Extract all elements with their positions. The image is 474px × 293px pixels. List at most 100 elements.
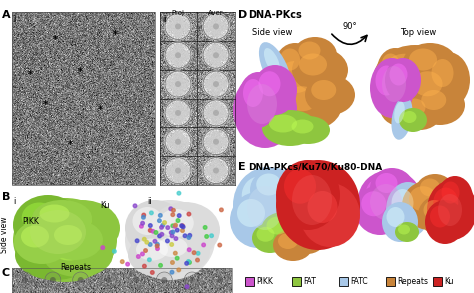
Ellipse shape (423, 200, 446, 220)
Ellipse shape (167, 21, 177, 31)
Circle shape (158, 234, 161, 238)
Ellipse shape (184, 272, 200, 288)
Ellipse shape (164, 128, 192, 156)
Circle shape (145, 240, 148, 244)
Ellipse shape (213, 52, 219, 58)
Ellipse shape (264, 48, 280, 74)
Circle shape (218, 243, 221, 247)
Ellipse shape (392, 96, 412, 140)
Circle shape (158, 214, 162, 217)
Ellipse shape (243, 79, 263, 107)
Ellipse shape (128, 233, 192, 277)
Ellipse shape (211, 102, 221, 112)
Text: FATC: FATC (350, 277, 368, 287)
Ellipse shape (167, 50, 177, 60)
Ellipse shape (299, 42, 320, 59)
Circle shape (185, 262, 189, 265)
Ellipse shape (173, 160, 183, 170)
Text: Proj: Proj (172, 10, 184, 16)
Circle shape (143, 264, 146, 268)
Ellipse shape (50, 277, 56, 283)
Circle shape (174, 237, 178, 240)
Ellipse shape (250, 168, 300, 212)
Circle shape (150, 211, 153, 215)
Ellipse shape (179, 50, 189, 60)
Ellipse shape (173, 143, 183, 153)
Ellipse shape (211, 73, 221, 83)
Ellipse shape (217, 79, 227, 89)
Text: Top view: Top view (400, 28, 436, 37)
Bar (386, 277, 395, 286)
Ellipse shape (136, 210, 181, 250)
Circle shape (175, 228, 179, 232)
Circle shape (154, 231, 158, 234)
Circle shape (173, 223, 177, 227)
Ellipse shape (382, 202, 418, 242)
Ellipse shape (390, 64, 408, 86)
Ellipse shape (32, 200, 92, 236)
Ellipse shape (402, 111, 417, 123)
Ellipse shape (358, 170, 422, 230)
Ellipse shape (237, 199, 265, 227)
Ellipse shape (213, 139, 219, 145)
Ellipse shape (211, 160, 221, 170)
Circle shape (143, 237, 146, 241)
Bar (292, 277, 301, 286)
Ellipse shape (280, 49, 300, 71)
Circle shape (155, 247, 159, 251)
Ellipse shape (173, 102, 183, 112)
Ellipse shape (173, 172, 183, 182)
Circle shape (140, 224, 143, 228)
Ellipse shape (370, 168, 414, 208)
Ellipse shape (175, 81, 181, 87)
Circle shape (219, 208, 223, 212)
Ellipse shape (14, 220, 70, 264)
Ellipse shape (399, 108, 427, 132)
Ellipse shape (398, 224, 410, 234)
Ellipse shape (385, 58, 421, 102)
Ellipse shape (205, 79, 215, 89)
Ellipse shape (175, 23, 181, 29)
Ellipse shape (17, 272, 33, 288)
Ellipse shape (273, 229, 313, 261)
Circle shape (144, 249, 147, 252)
Circle shape (182, 225, 185, 229)
Ellipse shape (412, 71, 443, 96)
Ellipse shape (242, 176, 277, 214)
Ellipse shape (173, 114, 183, 124)
Circle shape (170, 270, 174, 274)
Circle shape (171, 261, 174, 264)
Circle shape (153, 239, 157, 243)
Circle shape (210, 234, 213, 238)
Ellipse shape (382, 66, 406, 102)
Ellipse shape (211, 56, 221, 66)
Text: 90°: 90° (343, 22, 357, 31)
Ellipse shape (430, 205, 450, 227)
Ellipse shape (308, 191, 337, 223)
Circle shape (142, 216, 145, 219)
Circle shape (196, 258, 199, 262)
Text: *: * (27, 70, 33, 80)
Circle shape (180, 224, 183, 228)
Text: PIKK: PIKK (22, 217, 39, 226)
Ellipse shape (267, 53, 343, 117)
Ellipse shape (15, 230, 95, 280)
Text: Aver: Aver (208, 10, 224, 16)
Circle shape (171, 213, 174, 217)
Circle shape (120, 260, 124, 263)
Ellipse shape (21, 226, 49, 248)
Ellipse shape (167, 137, 177, 147)
Text: B: B (2, 192, 10, 202)
Text: *: * (53, 35, 57, 45)
Ellipse shape (402, 180, 458, 230)
Circle shape (155, 244, 159, 248)
Ellipse shape (293, 229, 311, 243)
Ellipse shape (247, 84, 277, 124)
Circle shape (133, 204, 137, 208)
Text: *: * (98, 105, 102, 115)
Ellipse shape (311, 80, 336, 100)
Ellipse shape (405, 65, 465, 115)
Circle shape (169, 231, 173, 234)
Ellipse shape (269, 115, 297, 132)
Ellipse shape (150, 232, 210, 272)
